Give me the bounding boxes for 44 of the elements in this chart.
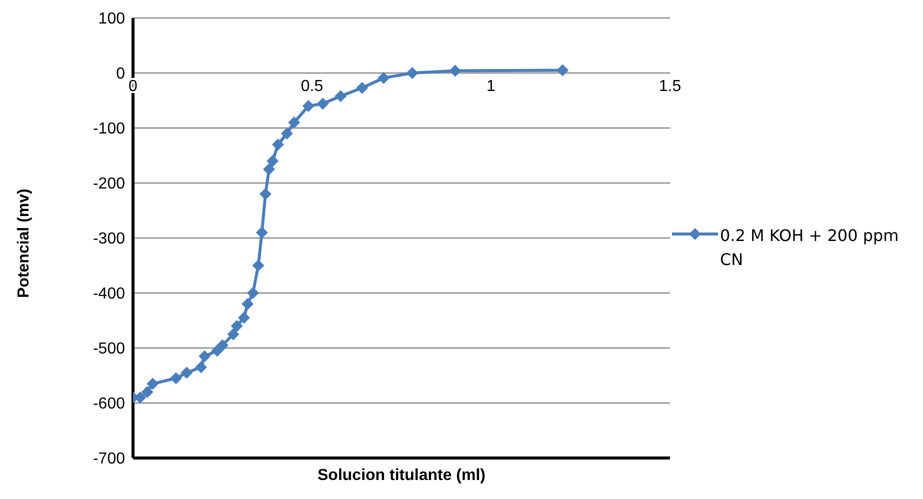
point	[230, 320, 243, 332]
y-tick-label: -100	[92, 120, 126, 138]
point	[227, 328, 240, 340]
point	[288, 116, 300, 128]
point	[246, 287, 259, 299]
point	[280, 128, 293, 140]
x-axis-title: Solucion titulante (ml)	[318, 467, 486, 484]
point	[334, 90, 347, 102]
point	[266, 155, 279, 167]
y-tick-label: -600	[92, 396, 126, 413]
y-tick-label: -500	[92, 340, 126, 358]
point	[378, 72, 390, 84]
x-tick-label: 1	[486, 78, 496, 95]
point	[256, 226, 268, 238]
legend-label: 0.2 M KOH + 200 ppm CN	[720, 225, 900, 271]
point	[316, 98, 329, 110]
point	[141, 386, 154, 398]
point	[211, 344, 224, 357]
point	[556, 64, 569, 76]
point	[272, 138, 284, 150]
point	[195, 361, 208, 374]
point	[238, 312, 250, 324]
point	[259, 188, 272, 200]
y-tick-label: -200	[92, 176, 126, 193]
y-axis-title: Potencial (mv)	[16, 188, 33, 298]
point	[170, 372, 182, 384]
point	[263, 163, 276, 176]
y-tick-label: 0	[116, 66, 126, 83]
point	[180, 366, 193, 379]
y-tick-label: -400	[92, 286, 126, 303]
point	[198, 350, 211, 362]
x-tick-label: 1.5	[658, 78, 682, 95]
point	[356, 82, 368, 94]
point	[449, 64, 462, 77]
point	[252, 260, 264, 272]
y-tick-label: 100	[98, 10, 126, 28]
point	[242, 298, 254, 310]
point	[302, 100, 314, 112]
y-tick-label: -300	[92, 230, 126, 248]
y-tick-label: -700	[92, 450, 126, 468]
point	[216, 339, 228, 352]
point	[406, 67, 418, 79]
point	[146, 378, 159, 390]
x-tick-label: 0.5	[300, 78, 324, 95]
